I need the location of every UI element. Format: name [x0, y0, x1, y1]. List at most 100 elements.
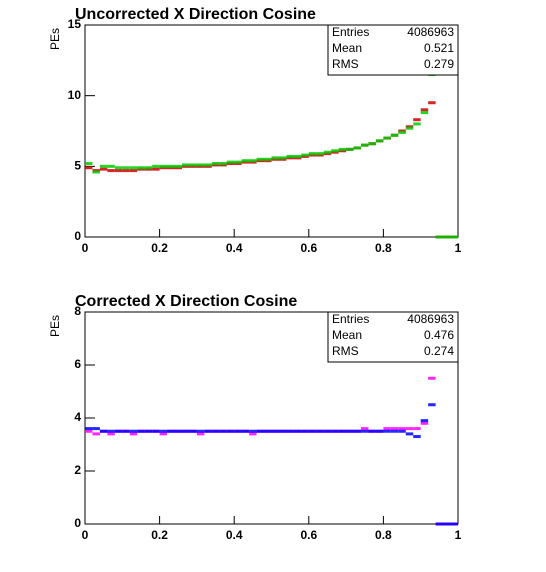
stats-label: RMS	[332, 344, 359, 358]
data-point	[413, 118, 421, 122]
stats-value: 0.521	[424, 41, 454, 55]
data-point	[129, 432, 138, 436]
data-point	[375, 429, 384, 433]
data-point	[189, 163, 197, 167]
x-tick-label: 0.4	[226, 528, 243, 542]
stats-label: Entries	[332, 25, 369, 39]
data-point	[420, 419, 429, 423]
data-point	[174, 429, 182, 433]
data-point	[99, 164, 108, 168]
data-point	[204, 163, 212, 167]
data-point	[413, 427, 421, 431]
data-point	[92, 432, 100, 436]
x-tick-label: 0.6	[300, 528, 317, 542]
plot-frame	[84, 24, 459, 238]
data-point	[107, 164, 115, 168]
data-point	[256, 429, 265, 433]
stats-label: Entries	[332, 312, 369, 326]
data-point	[443, 235, 451, 239]
data-point	[286, 154, 294, 158]
data-point	[137, 166, 145, 170]
y-tick-label: 2	[74, 463, 81, 477]
data-point	[338, 429, 347, 433]
data-point	[271, 156, 279, 160]
data-point	[301, 153, 309, 157]
data-point	[122, 169, 130, 173]
x-tick-label: 0	[82, 528, 89, 542]
data-point	[413, 435, 421, 439]
x-tick-label: 0.4	[226, 241, 243, 255]
data-point	[196, 429, 205, 433]
data-point	[278, 156, 287, 160]
data-point	[114, 429, 123, 433]
x-tick-label: 1	[455, 241, 462, 255]
data-point	[256, 157, 265, 161]
data-point	[368, 429, 376, 433]
data-point	[390, 133, 399, 137]
data-point	[390, 429, 399, 433]
data-point	[271, 429, 279, 433]
data-point	[219, 162, 227, 166]
data-point	[405, 432, 414, 436]
x-tick-label: 0.6	[300, 241, 317, 255]
data-point	[129, 429, 138, 433]
data-point	[361, 427, 369, 431]
data-point	[122, 166, 130, 170]
data-point	[211, 162, 220, 166]
stats-box	[327, 311, 459, 363]
data-point	[308, 429, 317, 433]
data-point	[107, 169, 115, 173]
data-point	[181, 429, 190, 433]
y-tick-label: 0	[74, 229, 81, 243]
data-point	[122, 429, 130, 433]
data-point	[137, 429, 145, 433]
data-point	[234, 160, 242, 164]
x-tick-label: 0.8	[375, 241, 392, 255]
data-point	[353, 429, 362, 433]
data-point	[159, 429, 168, 433]
data-point	[346, 147, 354, 151]
data-point	[428, 376, 436, 380]
stats-value: 4086963	[407, 25, 454, 39]
data-point	[375, 139, 384, 143]
data-point	[85, 166, 93, 170]
data-point	[293, 154, 302, 158]
data-point	[450, 235, 458, 239]
data-point	[85, 429, 93, 433]
data-point	[114, 166, 123, 170]
data-point	[92, 427, 100, 431]
data-point	[204, 429, 212, 433]
data-point	[99, 167, 108, 171]
y-tick-label: 0	[74, 516, 81, 530]
data-point	[383, 427, 391, 431]
data-point	[129, 166, 138, 170]
data-point	[234, 429, 242, 433]
data-point	[353, 146, 362, 150]
data-point	[152, 429, 160, 433]
data-point	[435, 522, 444, 526]
data-point	[226, 429, 235, 433]
data-point	[323, 429, 332, 433]
y-axis-label: PEs	[48, 28, 62, 50]
x-tick-label: 0.8	[375, 528, 392, 542]
data-point	[167, 429, 175, 433]
data-point	[331, 149, 339, 153]
data-point	[167, 164, 175, 168]
stats-value: 0.279	[424, 57, 454, 71]
data-point	[316, 152, 324, 156]
data-point	[159, 164, 168, 168]
y-axis-label: PEs	[48, 315, 62, 337]
data-point	[346, 429, 354, 433]
y-tick-label: 15	[68, 17, 82, 31]
data-point	[159, 432, 168, 436]
stats-box	[327, 24, 459, 76]
y-tick-label: 4	[74, 410, 81, 424]
data-point	[405, 427, 414, 431]
data-point	[174, 164, 182, 168]
data-point	[92, 170, 100, 174]
data-point	[196, 163, 205, 167]
data-point	[129, 169, 138, 173]
data-point	[211, 429, 220, 433]
data-point	[241, 159, 250, 163]
